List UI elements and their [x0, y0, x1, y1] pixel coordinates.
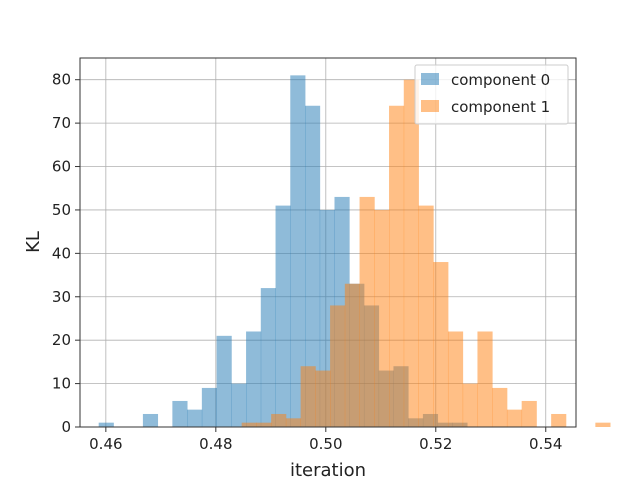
bar-component-1	[521, 400, 537, 427]
bars	[98, 75, 611, 428]
y-tick-label: 50	[52, 201, 71, 219]
bar-component-1	[433, 262, 449, 427]
bar-component-1	[241, 422, 257, 427]
bar-component-1	[285, 418, 302, 427]
bar-component-1	[330, 305, 346, 427]
y-tick-label: 30	[52, 288, 71, 306]
legend-swatch-component-1	[421, 100, 439, 112]
bar-component-0	[305, 105, 321, 428]
bar-component-1	[403, 79, 419, 428]
bar-component-1	[477, 331, 493, 427]
y-axis-label: KL	[23, 231, 44, 253]
legend: component 0 component 1	[414, 64, 569, 125]
plot-frame	[79, 57, 577, 428]
x-tick-label: 0.46	[89, 435, 122, 453]
bar-component-0	[246, 331, 262, 427]
y-tick-label: 70	[52, 114, 71, 132]
legend-frame	[414, 64, 569, 125]
x-ticks: 0.46 0.48 0.50 0.52 0.54	[89, 427, 562, 453]
bar-component-0	[275, 205, 291, 427]
x-tick-label: 0.54	[529, 435, 562, 453]
legend-label-component-0: component 0	[451, 71, 550, 89]
bar-component-1	[315, 370, 331, 427]
bar-component-0	[260, 288, 276, 427]
bar-component-0	[201, 387, 217, 427]
bar-component-1	[374, 209, 390, 427]
bar-component-1	[359, 196, 375, 427]
bar-component-0	[216, 335, 232, 427]
y-tick-label: 20	[52, 331, 71, 349]
bar-component-0	[290, 75, 306, 427]
bar-component-1	[389, 105, 405, 428]
y-tick-label: 40	[52, 244, 71, 262]
legend-swatch-component-0	[421, 73, 439, 85]
y-tick-label: 0	[61, 418, 71, 436]
x-tick-label: 0.48	[199, 435, 232, 453]
bar-component-1	[300, 366, 316, 427]
bar-component-0	[187, 409, 203, 427]
bar-component-0	[172, 400, 188, 427]
bar-component-1	[271, 413, 287, 427]
bar-component-1	[256, 422, 272, 427]
y-tick-label: 80	[52, 71, 71, 89]
bar-component-0	[98, 422, 114, 427]
y-ticks: 0 10 20 30 40 50 60 70 80	[52, 71, 80, 436]
bar-component-0	[231, 383, 247, 427]
legend-label-component-1: component 1	[451, 98, 550, 116]
x-tick-label: 0.52	[419, 435, 452, 453]
y-tick-label: 10	[52, 375, 71, 393]
bar-component-1	[595, 422, 611, 427]
x-tick-label: 0.50	[309, 435, 342, 453]
bar-component-1	[418, 205, 434, 427]
bar-component-1	[551, 413, 567, 427]
y-tick-label: 60	[52, 158, 71, 176]
bar-component-1	[447, 331, 464, 427]
bar-component-1	[344, 283, 360, 427]
bar-component-1	[506, 409, 523, 427]
bar-component-0	[142, 413, 159, 427]
bar-component-1	[462, 383, 478, 427]
bar-component-1	[492, 387, 508, 427]
x-axis-label: iteration	[290, 460, 366, 480]
